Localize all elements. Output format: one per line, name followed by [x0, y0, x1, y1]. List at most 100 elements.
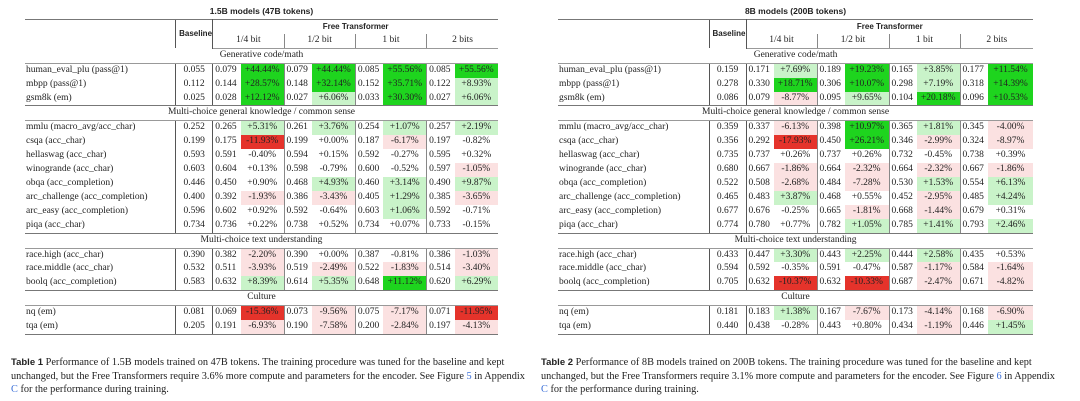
delta-percent: +0.26% [780, 150, 811, 161]
delta-percent: +0.80% [845, 320, 889, 335]
bit-header: 1/4 bit [212, 33, 285, 49]
benchmark-name: nq (em) [26, 307, 56, 318]
delta-percent: -1.44% [917, 204, 960, 219]
baseline-header: Baseline [708, 19, 747, 49]
delta-percent: -2.47% [917, 276, 960, 292]
delta-percent: +18.71% [774, 77, 817, 92]
appendix-link[interactable]: C [541, 384, 548, 395]
bit-header: 1 bit [354, 33, 427, 49]
delta-percent: +7.19% [917, 77, 960, 92]
table-row: winogrande (acc_char) 0.680 0.667 -1.86% 0.6… [558, 163, 1034, 177]
delta-percent: +30.30% [383, 91, 427, 107]
score-value: 0.079 [283, 63, 313, 78]
score-value: 0.265 [215, 122, 237, 133]
delta-percent: +1.81% [917, 120, 960, 136]
baseline-value: 0.734 [175, 218, 214, 234]
score-value: 0.490 [426, 176, 455, 191]
caption-text: Performance of 8B models trained on 200B… [541, 357, 1032, 382]
score-value: 0.687 [888, 276, 917, 292]
score-value: 0.484 [816, 176, 845, 191]
table-row: winogrande (acc_char) 0.603 0.604 +0.13% 0.5… [25, 163, 498, 177]
score-value: 0.390 [283, 248, 313, 263]
table-2-title: 8B models (200B tokens) [744, 6, 847, 16]
table-row: tqa (em) 0.205 0.191 -6.93% 0.190 -7.58% 0.200… [25, 320, 498, 335]
delta-percent: +1.41% [917, 218, 960, 234]
score-value: 0.620 [426, 276, 455, 292]
appendix-link[interactable]: C [11, 384, 18, 395]
delta-percent: +11.54% [988, 63, 1034, 78]
section-header-row: Multi-choice general knowledge / common … [558, 105, 1034, 122]
score-value: 0.738 [283, 218, 313, 234]
score-value: 0.591 [816, 262, 845, 277]
score-value: 0.508 [748, 177, 770, 188]
table-row: human_eval_plu (pass@1) 0.055 0.079 +44.44%… [25, 63, 498, 78]
score-value: 0.737 [748, 150, 770, 161]
score-value: 0.438 [746, 320, 774, 335]
delta-percent: -11.93% [240, 135, 285, 150]
delta-percent: +1.38% [774, 305, 817, 321]
score-value: 0.483 [748, 191, 770, 202]
caption-label: Table 2 [541, 357, 574, 368]
delta-percent: +19.23% [845, 63, 889, 78]
benchmark-name: mbpp (pass@1) [26, 78, 87, 89]
delta-percent: +3.76% [312, 120, 356, 136]
delta-percent: -1.64% [988, 262, 1034, 277]
score-value: 0.522 [354, 262, 384, 277]
score-value: 0.584 [959, 262, 988, 277]
section-title: Multi-choice text understanding [25, 233, 498, 249]
score-value: 0.782 [816, 218, 845, 234]
delta-percent: -4.13% [454, 320, 498, 335]
delta-percent: -8.97% [988, 135, 1034, 150]
score-value: 0.595 [426, 149, 455, 164]
section-title: Generative code/math [558, 48, 1034, 64]
score-value: 0.152 [354, 77, 384, 92]
score-value: 0.073 [283, 305, 313, 321]
score-value: 0.592 [283, 204, 313, 219]
delta-percent: +6.06% [312, 91, 356, 107]
score-value: 0.452 [888, 190, 917, 205]
benchmark-name: csqa (acc_char) [559, 136, 619, 147]
delta-percent: -1.05% [454, 163, 498, 177]
delta-percent: -2.68% [774, 176, 817, 191]
table-row: human_eval_plu (pass@1) 0.159 0.171 +7.69% 0… [558, 63, 1034, 78]
delta-percent: +10.07% [845, 77, 889, 92]
delta-percent: -7.17% [383, 305, 427, 321]
delta-percent: +5.31% [240, 120, 285, 136]
delta-percent: -2.95% [917, 190, 960, 205]
score-value: 0.460 [354, 176, 384, 191]
caption-text: for the performance during training. [547, 384, 699, 395]
score-value: 0.189 [816, 63, 845, 78]
score-value: 0.386 [426, 248, 455, 263]
baseline-value: 0.532 [175, 262, 214, 277]
delta-percent: +0.55% [851, 191, 882, 202]
delta-percent: -0.25% [781, 205, 810, 216]
delta-percent: -2.99% [917, 135, 960, 150]
delta-percent: -2.84% [383, 320, 427, 335]
table-row: tqa (em) 0.440 0.438 -0.28% 0.443 +0.80% 0.434… [558, 320, 1034, 335]
score-value: 0.318 [959, 77, 988, 92]
score-value: 0.733 [426, 218, 455, 234]
baseline-value: 0.055 [175, 63, 214, 78]
score-value: 0.071 [426, 305, 455, 321]
score-value: 0.197 [426, 320, 455, 335]
benchmark-name: race.middle (acc_char) [26, 263, 114, 274]
score-value: 0.667 [748, 164, 770, 175]
delta-percent: +0.39% [995, 150, 1026, 161]
score-value: 0.306 [816, 77, 845, 92]
score-value: 0.398 [816, 120, 845, 136]
score-value: 0.096 [959, 91, 988, 107]
benchmark-name: human_eval_plu (pass@1) [559, 64, 661, 75]
delta-percent: -2.20% [240, 248, 285, 263]
delta-percent: +55.56% [454, 63, 498, 78]
score-value: 0.785 [888, 218, 917, 234]
figure-link[interactable]: 6 [996, 370, 1002, 382]
delta-percent: -17.93% [774, 135, 817, 150]
benchmark-name: arc_challenge (acc_completion) [26, 191, 148, 202]
figure-link[interactable]: 5 [466, 370, 472, 382]
baseline-value: 0.446 [175, 176, 214, 191]
score-value: 0.197 [426, 135, 455, 150]
score-value: 0.079 [215, 64, 237, 75]
benchmark-name: human_eval_plu (pass@1) [26, 64, 128, 75]
delta-percent: +0.32% [461, 150, 492, 161]
delta-percent: -7.28% [845, 176, 889, 191]
